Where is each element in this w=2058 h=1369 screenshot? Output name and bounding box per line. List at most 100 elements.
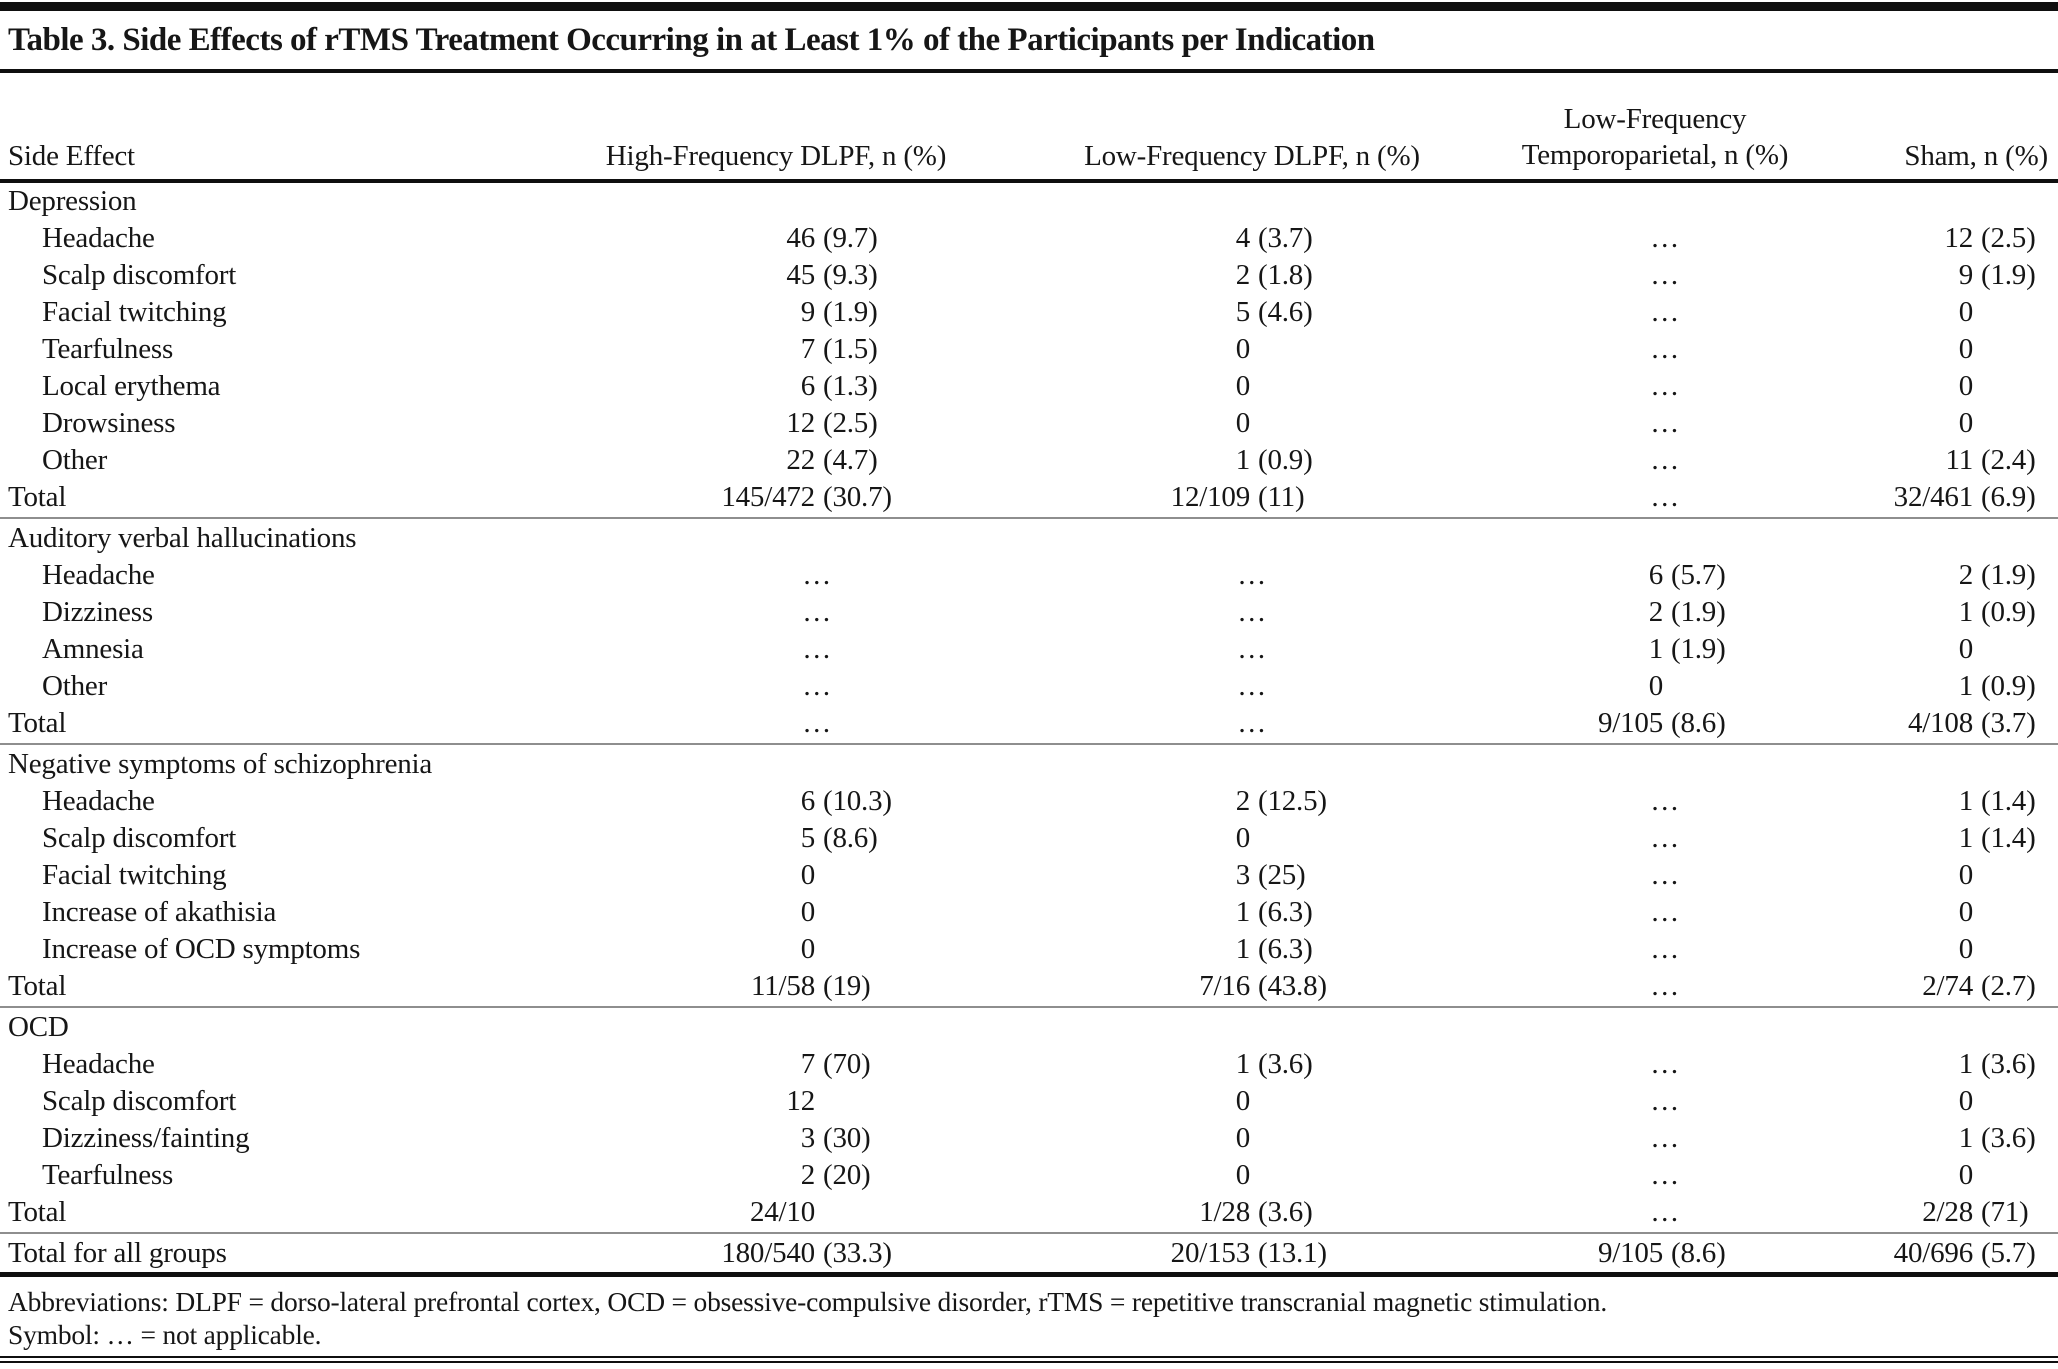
row-label: Other xyxy=(42,444,108,476)
value-cell: … xyxy=(1380,257,1755,294)
row-label: Facial twitching xyxy=(42,296,227,328)
cell-count: … xyxy=(1237,707,1266,739)
cell-count: 0 xyxy=(1958,333,1974,365)
value-cell: 46 (9.7) xyxy=(560,220,960,257)
column-header-side-effect: Side Effect xyxy=(8,140,135,172)
value-cell: 9 (1.9) xyxy=(560,294,960,331)
column-header-sham: Sham, n (%) xyxy=(1904,140,2048,172)
table-row: Other … … 0 1 (0.9) xyxy=(0,668,2058,705)
row-label: Facial twitching xyxy=(42,859,227,891)
header-rule xyxy=(0,179,2058,183)
value-cell: 2 (1.8) xyxy=(960,257,1380,294)
cell-count: 180/540 xyxy=(721,1237,815,1269)
cell-percent: (4.6) xyxy=(1258,296,1313,328)
table-row: Scalp discomfort 45 (9.3) 2 (1.8)… 9 (1.9) xyxy=(0,257,2058,294)
cell-count: … xyxy=(1237,559,1266,591)
value-cell: … xyxy=(1380,931,1755,968)
table-row: Drowsiness 12 (2.5) 0 … 0 xyxy=(0,405,2058,442)
cell-percent: (3.6) xyxy=(1258,1196,1313,1228)
cell-percent xyxy=(1973,631,2048,668)
cell-count: 7/16 xyxy=(1199,970,1250,1002)
cell-percent: (1.4) xyxy=(1981,822,2036,854)
cell-count: … xyxy=(802,633,831,665)
value-cell: … xyxy=(1380,1046,1755,1083)
cell-percent: (19) xyxy=(823,970,871,1002)
cell-percent: (3.7) xyxy=(1981,707,2036,739)
row-label: Drowsiness xyxy=(42,407,176,439)
table-top-rule xyxy=(0,2,2058,11)
value-cell: 3 (30) xyxy=(560,1120,960,1157)
table-row: Tearfulness 7 (1.5) 0 … 0 xyxy=(0,331,2058,368)
cell-count: … xyxy=(1650,1159,1679,1191)
cell-count: … xyxy=(1650,259,1679,291)
row-label: Total for all groups xyxy=(8,1237,227,1269)
value-cell: … xyxy=(1380,820,1755,857)
cell-count: 12 xyxy=(786,407,815,439)
section-divider xyxy=(0,1006,2058,1008)
cell-count: 46 xyxy=(786,222,815,254)
cell-count: 24/10 xyxy=(749,1196,815,1228)
cell-percent xyxy=(815,705,960,742)
cell-percent: (3.7) xyxy=(1258,222,1313,254)
cell-percent: (25) xyxy=(1258,859,1306,891)
cell-count: 1 xyxy=(1235,444,1251,476)
total-row: Total…… 9/105 (8.6) 4/108 (3.7) xyxy=(0,705,2058,742)
cell-count: 0 xyxy=(1235,1085,1251,1117)
cell-count: 7 xyxy=(800,333,816,365)
value-cell: 12/109 (11) xyxy=(960,479,1380,516)
cell-percent: (6.3) xyxy=(1258,896,1313,928)
value-cell: 9/105 (8.6) xyxy=(1380,1235,1755,1272)
cell-percent: (5.7) xyxy=(1981,1237,2036,1269)
cell-count: … xyxy=(1650,1085,1679,1117)
value-cell: … xyxy=(960,668,1380,705)
cell-count: 0 xyxy=(1235,822,1251,854)
value-cell: 24/10 xyxy=(560,1194,960,1231)
cell-count: 145/472 xyxy=(721,481,815,513)
cell-percent xyxy=(1250,820,1380,857)
cell-percent: (13.1) xyxy=(1258,1237,1327,1269)
cell-percent xyxy=(815,631,960,668)
value-cell: … xyxy=(1380,1157,1755,1194)
cell-count: 11/58 xyxy=(751,970,815,1002)
value-cell: … xyxy=(1380,894,1755,931)
cell-percent: (0.9) xyxy=(1981,670,2036,702)
section-header-row: OCD xyxy=(0,1009,2058,1046)
value-cell: 12 (2.5) xyxy=(560,405,960,442)
row-label: Other xyxy=(42,670,108,702)
value-cell: 20/153 (13.1) xyxy=(960,1235,1380,1272)
value-cell: … xyxy=(1380,442,1755,479)
cell-percent xyxy=(1973,931,2048,968)
cell-percent xyxy=(1663,668,1755,705)
value-cell: 0 xyxy=(960,331,1380,368)
cell-count: 12/109 xyxy=(1170,481,1251,513)
cell-percent: (43.8) xyxy=(1258,970,1327,1002)
cell-count: 12 xyxy=(786,1085,815,1117)
value-cell: 6 (1.3) xyxy=(560,368,960,405)
cell-count: 1 xyxy=(1958,1122,1974,1154)
cell-percent: (8.6) xyxy=(1671,707,1726,739)
value-cell: 2 (1.9) xyxy=(1380,594,1755,631)
cell-count: … xyxy=(802,670,831,702)
cell-count: 3 xyxy=(1235,859,1251,891)
value-cell: … xyxy=(960,705,1380,742)
value-cell: 1 (0.9) xyxy=(1755,594,2048,631)
table-row: Local erythema 6 (1.3) 0 … 0 xyxy=(0,368,2058,405)
cell-count: 2 xyxy=(1235,259,1251,291)
cell-count: 9/105 xyxy=(1597,1237,1663,1269)
cell-percent: (70) xyxy=(823,1048,871,1080)
value-cell: 1 (3.6) xyxy=(1755,1120,2048,1157)
cell-percent xyxy=(815,1083,960,1120)
value-cell: … xyxy=(560,557,960,594)
value-cell: 2/28 (71) xyxy=(1755,1194,2048,1231)
cell-count: 2 xyxy=(800,1159,816,1191)
table-row: Headache 6 (10.3) 2 (12.5)… 1 (1.4) xyxy=(0,783,2058,820)
value-cell: … xyxy=(1380,1194,1755,1231)
value-cell: 7 (1.5) xyxy=(560,331,960,368)
table-row: Dizziness/fainting 3 (30) 0 … 1 (3.6) xyxy=(0,1120,2058,1157)
cell-percent: (9.3) xyxy=(823,259,878,291)
cell-count: 0 xyxy=(1235,1159,1251,1191)
cell-count: … xyxy=(1237,670,1266,702)
cell-percent xyxy=(1973,857,2048,894)
cell-percent: (1.4) xyxy=(1981,785,2036,817)
cell-count: 2/28 xyxy=(1922,1196,1973,1228)
